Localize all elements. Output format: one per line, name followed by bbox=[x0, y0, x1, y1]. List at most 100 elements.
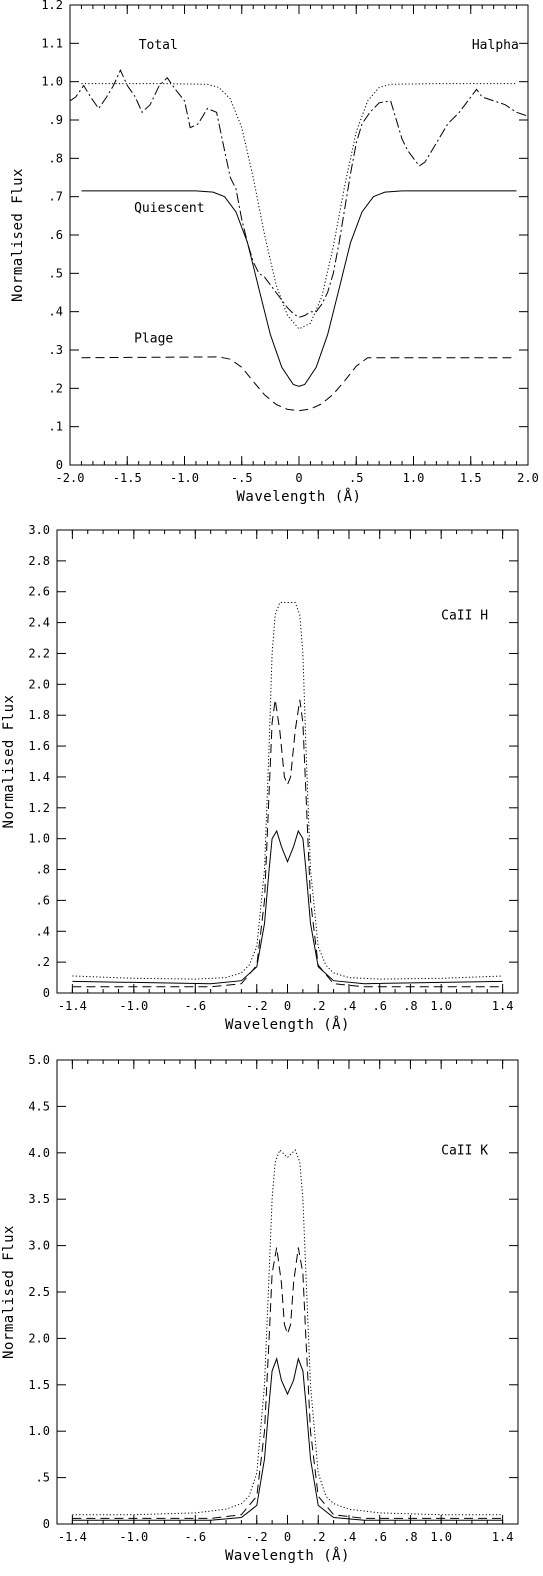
annotation-label: CaII H bbox=[441, 609, 488, 624]
x-tick-label: 1.4 bbox=[492, 1530, 514, 1544]
y-axis-title: Normalised Flux bbox=[1, 695, 17, 829]
series-line-dashed bbox=[81, 356, 517, 412]
y-tick-label: 0 bbox=[43, 1517, 50, 1531]
y-tick-label: .6 bbox=[36, 893, 50, 907]
x-axis-title: Wavelength (Å) bbox=[236, 488, 361, 505]
y-tick-label: 5.0 bbox=[28, 1053, 50, 1067]
x-tick-label: 0 bbox=[284, 1530, 291, 1544]
y-tick-label: .2 bbox=[36, 955, 50, 969]
y-tick-label: 1.2 bbox=[28, 801, 50, 815]
x-tick-label: -1.0 bbox=[119, 999, 148, 1013]
series-line-dashed bbox=[72, 1247, 503, 1519]
x-tick-label: .4 bbox=[342, 999, 356, 1013]
y-tick-label: 0 bbox=[43, 986, 50, 1000]
x-axis-title: Wavelength (Å) bbox=[225, 1547, 350, 1564]
x-tick-label: 2.0 bbox=[517, 471, 539, 485]
y-tick-label: .6 bbox=[49, 228, 63, 242]
plot-frame bbox=[56, 529, 519, 994]
y-tick-label: 2.8 bbox=[28, 554, 50, 568]
series-line-dotted bbox=[72, 1149, 503, 1516]
y-tick-label: 4.5 bbox=[28, 1099, 50, 1113]
chart-panel-caii-k: -1.4 -1.0 -.6 -.2 0 .2 .4 .6 .8 1.0 1.4 0 .5 1.0 1.5 2.… bbox=[1, 1053, 519, 1564]
y-tick-label: 1.4 bbox=[28, 770, 50, 784]
x-tick-label: 1.4 bbox=[492, 999, 514, 1013]
x-tick-label: -1.5 bbox=[113, 471, 142, 485]
y-tick-label: .2 bbox=[49, 381, 63, 395]
chart-panel-halpha: -2.0 -1.5 -1.0 -.5 0 .5 1.0 1.5 2.0 0 .1 .2 .3 .4 .5 .6… bbox=[10, 0, 539, 505]
x-tick-label: -1.4 bbox=[58, 1530, 87, 1544]
x-tick-label: .4 bbox=[342, 1530, 356, 1544]
x-tick-label: .2 bbox=[311, 999, 325, 1013]
y-tick-label: 2.4 bbox=[28, 616, 50, 630]
y-tick-label: .5 bbox=[49, 266, 63, 280]
x-tick-label: .2 bbox=[311, 1530, 325, 1544]
y-tick-label: 1.6 bbox=[28, 739, 50, 753]
plot-frame bbox=[69, 4, 529, 466]
x-tick-label: -.2 bbox=[246, 999, 268, 1013]
series-line-dashdot bbox=[69, 68, 529, 318]
y-tick-label: 2.2 bbox=[28, 646, 50, 660]
x-tick-label: -2.0 bbox=[56, 471, 85, 485]
y-tick-label: 2.6 bbox=[28, 585, 50, 599]
y-tick-label: 3.5 bbox=[28, 1192, 50, 1206]
x-tick-label: -1.0 bbox=[119, 1530, 148, 1544]
y-tick-label: 1.0 bbox=[28, 832, 50, 846]
x-tick-label: .6 bbox=[372, 999, 386, 1013]
x-tick-label: .6 bbox=[372, 1530, 386, 1544]
annotation-label: Plage bbox=[134, 331, 173, 346]
x-tick-label: 0 bbox=[284, 999, 291, 1013]
x-tick-label: -.6 bbox=[184, 999, 206, 1013]
y-tick-label: .9 bbox=[49, 113, 63, 127]
y-tick-label: .8 bbox=[49, 151, 63, 165]
x-tick-label: -.2 bbox=[246, 1530, 268, 1544]
y-tick-label: 1.1 bbox=[41, 36, 63, 50]
x-tick-label: 1.0 bbox=[403, 471, 425, 485]
annotation-label: Halpha bbox=[472, 38, 519, 53]
y-axis-title: Normalised Flux bbox=[10, 168, 26, 302]
series-line-dotted bbox=[81, 83, 517, 330]
annotation-label: Total bbox=[139, 38, 178, 53]
series-line-solid bbox=[81, 190, 517, 387]
y-tick-label: 1.8 bbox=[28, 708, 50, 722]
x-tick-label: .8 bbox=[403, 1530, 417, 1544]
y-tick-label: 1.0 bbox=[41, 75, 63, 89]
x-tick-label: -.6 bbox=[184, 1530, 206, 1544]
y-tick-label: .8 bbox=[36, 863, 50, 877]
y-tick-label: 3.0 bbox=[28, 523, 50, 537]
x-tick-label: 1.0 bbox=[430, 1530, 452, 1544]
series-line-dotted bbox=[72, 602, 503, 980]
x-tick-label: .5 bbox=[349, 471, 363, 485]
y-tick-label: 1.2 bbox=[41, 0, 63, 12]
y-tick-label: 2.0 bbox=[28, 677, 50, 691]
series-line-dashed bbox=[72, 699, 503, 988]
y-tick-label: 1.0 bbox=[28, 1424, 50, 1438]
annotation-label: Quiescent bbox=[134, 201, 204, 216]
plot-frame bbox=[56, 1059, 519, 1525]
y-tick-label: 4.0 bbox=[28, 1146, 50, 1160]
y-tick-label: .7 bbox=[49, 190, 63, 204]
y-tick-label: 0 bbox=[56, 458, 63, 472]
x-tick-label: -1.4 bbox=[58, 999, 87, 1013]
x-tick-label: .8 bbox=[403, 999, 417, 1013]
x-tick-label: 1.5 bbox=[460, 471, 482, 485]
x-axis-title: Wavelength (Å) bbox=[225, 1016, 350, 1033]
y-tick-label: .3 bbox=[49, 343, 63, 357]
annotation-label: CaII K bbox=[441, 1144, 488, 1159]
chart-panel-caii-h: -1.4 -1.0 -.6 -.2 0 .2 .4 .6 .8 1.0 1.4 0 .2 .4 .6 .8 1.… bbox=[1, 523, 519, 1033]
y-tick-label: .4 bbox=[49, 305, 63, 319]
y-tick-label: 2.0 bbox=[28, 1331, 50, 1345]
x-tick-label: 1.0 bbox=[430, 999, 452, 1013]
y-tick-label: .4 bbox=[36, 924, 50, 938]
y-tick-label: .1 bbox=[49, 420, 63, 434]
y-axis-title: Normalised Flux bbox=[1, 1225, 17, 1359]
series-line-solid bbox=[72, 829, 503, 985]
y-tick-label: 2.5 bbox=[28, 1285, 50, 1299]
y-tick-label: 1.5 bbox=[28, 1378, 50, 1392]
x-tick-label: -1.0 bbox=[170, 471, 199, 485]
x-tick-label: 0 bbox=[295, 471, 302, 485]
y-tick-label: 3.0 bbox=[28, 1239, 50, 1253]
y-tick-label: .5 bbox=[36, 1471, 50, 1485]
x-tick-label: -.5 bbox=[231, 471, 253, 485]
